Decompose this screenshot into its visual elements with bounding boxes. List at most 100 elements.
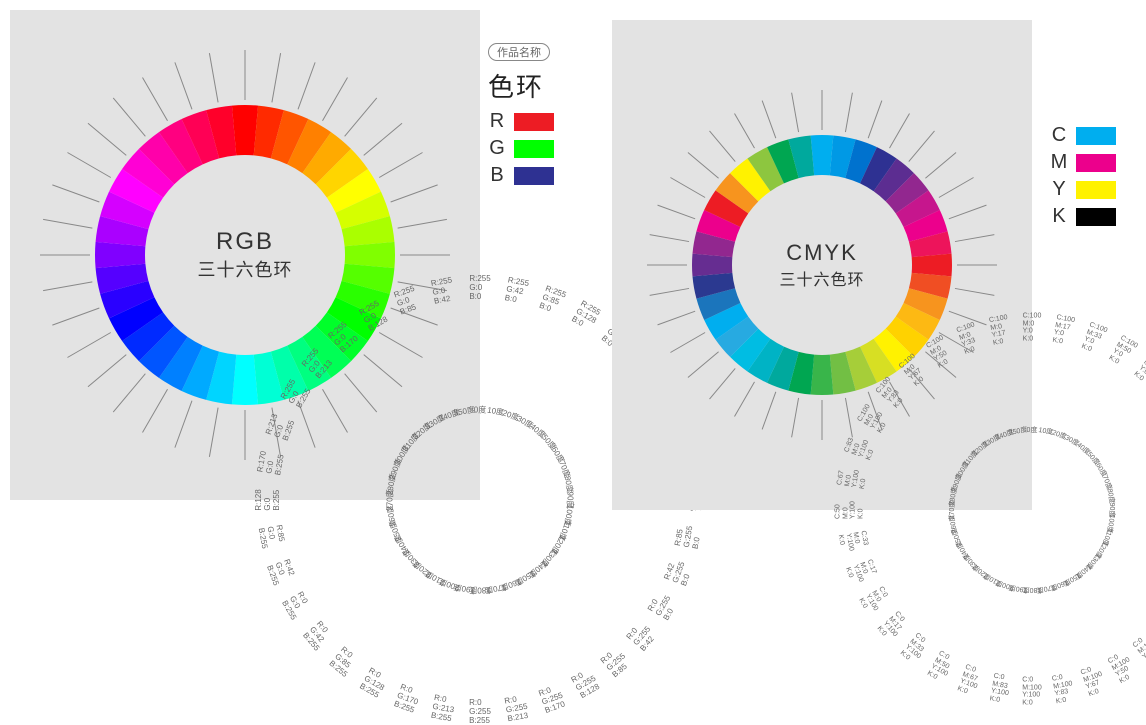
cmyk-tick-line bbox=[792, 93, 799, 132]
rgb-legend-swatch bbox=[514, 167, 554, 185]
rgb-value-label: R:0 G:255 B:85 bbox=[599, 645, 633, 679]
rgb-tick-line bbox=[345, 98, 377, 136]
cmyk-tick-line bbox=[658, 311, 696, 325]
cmyk-legend-row: K bbox=[1050, 205, 1116, 228]
cmyk-tick-line bbox=[710, 131, 736, 162]
rgb-value-label: R:0 G:255 B:128 bbox=[570, 667, 602, 701]
rgb-tick-line bbox=[391, 185, 438, 202]
cmyk-legend-swatch bbox=[1076, 127, 1116, 145]
cmyk-legend-label: C bbox=[1050, 124, 1068, 147]
rgb-tick-line bbox=[143, 77, 168, 120]
cmyk-tick-line bbox=[890, 113, 910, 148]
cmyk-value-label: C:0 M:100 Y:100 K:0 bbox=[1022, 677, 1041, 708]
rgb-value-label: R:42 G:255 B:0 bbox=[663, 558, 695, 588]
rgb-legend-label: G bbox=[488, 137, 506, 160]
cmyk-legend-swatch bbox=[1076, 181, 1116, 199]
rgb-value-label: R:128 G:0 B:255 bbox=[255, 489, 281, 510]
rgb-value-label: R:0 G:42 B:255 bbox=[301, 620, 335, 653]
cmyk-tick-line bbox=[955, 235, 994, 242]
rgb-tick-line bbox=[67, 153, 110, 178]
cmyk-value-label: C:0 M:50 Y:100 K:0 bbox=[926, 650, 957, 686]
rgb-tick-line bbox=[175, 62, 192, 109]
rgb-legend-swatch bbox=[514, 140, 554, 158]
cmyk-tick-line bbox=[925, 153, 956, 179]
rgb-tick-line bbox=[52, 185, 99, 202]
rgb-tick-line bbox=[364, 123, 402, 155]
cmyk-color-wheel: 0度10度20度30度40度50度60度70度80度90度100度110度120… bbox=[612, 20, 1032, 510]
cmyk-value-label: C:0 M:17 Y:100 K:0 bbox=[875, 610, 910, 643]
cmyk-value-label: C:100 M:50 Y:0 K:0 bbox=[1107, 334, 1139, 370]
cmyk-tick-line bbox=[792, 398, 799, 437]
cmyk-value-label: C:0 M:83 Y:100 K:0 bbox=[989, 673, 1012, 706]
cmyk-value-label: C:0 M:0 Y:100 K:0 bbox=[857, 586, 893, 617]
cmyk-wheel-segment bbox=[692, 254, 732, 277]
rgb-tick-line bbox=[379, 153, 422, 178]
rgb-tick-line bbox=[323, 77, 348, 120]
rgb-legend-row: R bbox=[488, 110, 554, 133]
rgb-value-label: R:255 G:0 B:0 bbox=[469, 275, 490, 301]
cmyk-tick-line bbox=[658, 205, 696, 219]
stage: 0度10度20度30度40度50度60度70度80度90度100度110度120… bbox=[0, 0, 1146, 716]
rgb-value-label: R:255 G:42 B:0 bbox=[504, 276, 530, 306]
cmyk-legend-label: M bbox=[1050, 151, 1068, 174]
cmyk-tick-line bbox=[939, 178, 974, 198]
cmyk-value-label: C:100 M:0 Y:0 K:0 bbox=[1023, 313, 1042, 344]
rgb-legend: 作品名称 色环 RGB bbox=[488, 40, 554, 191]
cmyk-legend-row: Y bbox=[1050, 178, 1116, 201]
cmyk-legend: CMYK bbox=[1050, 120, 1116, 232]
cmyk-tick-line bbox=[650, 288, 689, 295]
rgb-tick-line bbox=[43, 219, 92, 228]
cmyk-tick-line bbox=[670, 333, 705, 353]
cmyk-tick-line bbox=[909, 131, 935, 162]
cmyk-value-label: C:0 M:67 Y:100 K:0 bbox=[956, 664, 983, 699]
cmyk-legend-row: M bbox=[1050, 151, 1116, 174]
cmyk-value-label: C:0 M:100 Y:67 K:0 bbox=[1080, 663, 1109, 699]
rgb-color-wheel: 0度10度20度30度40度50度60度70度80度90度100度110度120… bbox=[10, 10, 480, 500]
rgb-title-line1: RGB bbox=[198, 228, 293, 256]
cmyk-wheel-segment bbox=[912, 254, 952, 277]
rgb-value-label: R:85 G:255 B:0 bbox=[674, 524, 704, 550]
cmyk-value-label: C:17 M:0 Y:100 K:0 bbox=[843, 559, 878, 586]
rgb-legend-row: G bbox=[488, 137, 554, 160]
cmyk-value-label: C:0 M:100 Y:83 K:0 bbox=[1051, 672, 1076, 706]
cmyk-tick-line bbox=[762, 101, 776, 139]
rgb-center-title: RGB三十六色环 bbox=[198, 228, 293, 282]
cmyk-value-label: C:100 M:17 Y:0 K:0 bbox=[1052, 314, 1076, 348]
rgb-tick-line bbox=[113, 98, 145, 136]
rgb-tick-line bbox=[52, 308, 99, 325]
cmyk-value-label: C:50 M:0 Y:100 K:0 bbox=[835, 501, 866, 519]
rgb-value-label: R:0 G:170 B:255 bbox=[393, 683, 423, 715]
cmyk-tick-line bbox=[845, 93, 852, 132]
rgb-tick-line bbox=[175, 401, 192, 448]
rgb-value-label: R:0 G:0 B:255 bbox=[280, 590, 313, 621]
rgb-value-label: R:85 G:0 B:255 bbox=[256, 524, 286, 549]
rgb-tick-line bbox=[379, 333, 422, 358]
rgb-tick-line bbox=[398, 219, 447, 228]
rgb-legend-swatch bbox=[514, 113, 554, 131]
rgb-value-label: R:255 G:0 B:42 bbox=[430, 276, 456, 306]
rgb-wheel-segment bbox=[232, 355, 258, 405]
rgb-value-label: R:0 G:255 B:213 bbox=[504, 694, 530, 724]
cmyk-tick-line bbox=[845, 398, 852, 437]
rgb-wheel-panel: 0度10度20度30度40度50度60度70度80度90度100度110度120… bbox=[10, 10, 480, 500]
rgb-value-label: R:0 G:128 B:255 bbox=[358, 667, 390, 701]
rgb-tick-line bbox=[209, 53, 218, 102]
cmyk-wheel-panel: 0度10度20度30度40度50度60度70度80度90度100度110度120… bbox=[612, 20, 1032, 510]
rgb-tick-line bbox=[272, 53, 281, 102]
rgb-tick-line bbox=[323, 389, 348, 432]
cmyk-title-line1: CMYK bbox=[779, 240, 864, 266]
rgb-legend-row: B bbox=[488, 164, 554, 187]
rgb-legend-label: R bbox=[488, 110, 506, 133]
rgb-tick-line bbox=[143, 389, 168, 432]
cmyk-value-label: C:0 M:33 Y:100 K:0 bbox=[898, 632, 931, 667]
rgb-legend-label: B bbox=[488, 164, 506, 187]
cmyk-value-label: C:0 M:100 Y:33 K:0 bbox=[1132, 631, 1146, 667]
cmyk-value-label: C:100 M:33 Y:0 K:0 bbox=[1080, 321, 1108, 356]
cmyk-tick-line bbox=[710, 368, 736, 399]
rgb-wheel-segment bbox=[232, 105, 258, 155]
rgb-wheel-segment bbox=[345, 242, 395, 268]
rgb-value-label: R:255 G:85 B:0 bbox=[538, 285, 567, 317]
cmyk-value-label: C:33 M:0 Y:100 K:0 bbox=[836, 530, 869, 553]
cmyk-tick-line bbox=[688, 352, 719, 378]
rgb-tick-line bbox=[298, 62, 315, 109]
